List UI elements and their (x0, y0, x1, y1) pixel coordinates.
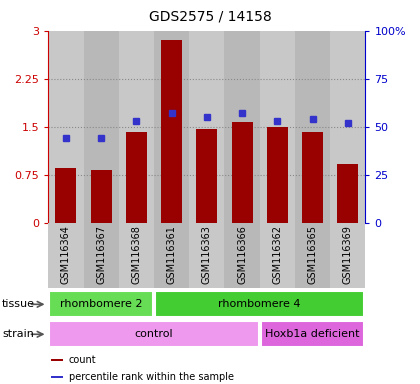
Bar (84, 31, 119, 223)
Bar (189, 31, 224, 223)
Text: GSM116364: GSM116364 (61, 225, 71, 283)
Bar (119, 223, 154, 288)
Bar (91, 170, 112, 223)
Text: strain: strain (2, 329, 34, 339)
Text: percentile rank within the sample: percentile rank within the sample (69, 372, 234, 382)
Text: GSM116367: GSM116367 (96, 225, 106, 284)
Text: rhombomere 2: rhombomere 2 (60, 299, 142, 309)
Bar (52, 376, 63, 377)
Text: GSM116361: GSM116361 (167, 225, 177, 283)
Text: GSM116369: GSM116369 (343, 225, 353, 283)
Bar (295, 31, 330, 223)
Bar (261, 321, 364, 347)
Bar (260, 31, 295, 223)
Bar (224, 31, 260, 223)
Bar (119, 31, 154, 223)
Bar (330, 31, 365, 223)
Bar (50, 321, 259, 347)
Bar (295, 223, 330, 288)
Text: GDS2575 / 14158: GDS2575 / 14158 (149, 10, 271, 23)
Bar (55, 168, 76, 223)
Bar (231, 122, 253, 223)
Bar (155, 291, 364, 317)
Bar (154, 31, 189, 223)
Bar (196, 129, 218, 223)
Bar (48, 31, 84, 223)
Text: control: control (135, 329, 173, 339)
Bar (154, 223, 189, 288)
Text: rhombomere 4: rhombomere 4 (218, 299, 301, 309)
Bar (48, 223, 84, 288)
Bar (224, 223, 260, 288)
Bar (52, 359, 63, 361)
Bar (161, 40, 182, 223)
Text: tissue: tissue (2, 299, 35, 310)
Bar (189, 223, 224, 288)
Text: GSM116362: GSM116362 (272, 225, 282, 284)
Text: GSM116365: GSM116365 (307, 225, 318, 284)
Bar (84, 223, 119, 288)
Bar (267, 127, 288, 223)
Bar (50, 291, 153, 317)
Bar (330, 223, 365, 288)
Bar (302, 132, 323, 223)
Text: Hoxb1a deficient: Hoxb1a deficient (265, 329, 360, 339)
Text: GSM116366: GSM116366 (237, 225, 247, 283)
Bar (126, 132, 147, 223)
Text: GSM116363: GSM116363 (202, 225, 212, 283)
Text: count: count (69, 355, 97, 365)
Bar (337, 164, 358, 223)
Text: GSM116368: GSM116368 (131, 225, 142, 283)
Bar (260, 223, 295, 288)
